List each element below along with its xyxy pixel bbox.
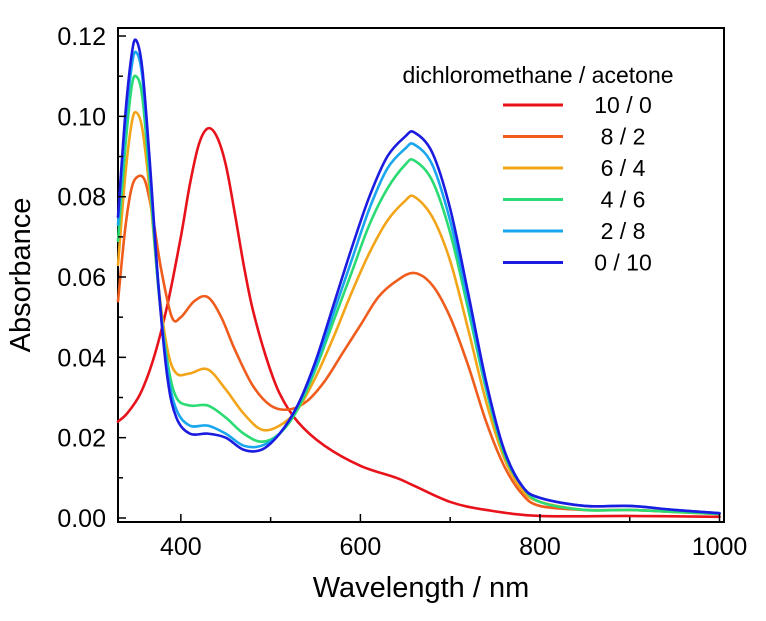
series-layer: [116, 38, 721, 519]
legend-label: 2 / 8: [601, 218, 646, 244]
series-line: [116, 126, 721, 519]
y-tick-label: 0.12: [57, 23, 106, 51]
legend: dichloromethane / acetone 10 / 0 8 / 2 6 /…: [402, 62, 673, 276]
x-tick-label: 1000: [692, 533, 748, 561]
series-line: [116, 38, 721, 515]
tick-layer: 400 600 800 1000 0.00 0.02 0.04 0.06 0.08 0.10 0.1…: [57, 23, 747, 561]
y-tick-label: 0.02: [57, 425, 106, 453]
series-line: [116, 50, 721, 515]
x-axis-title: Wavelength / nm: [313, 572, 530, 604]
y-tick-label: 0.06: [57, 264, 106, 292]
y-tick-label: 0.10: [57, 103, 106, 131]
x-tick-label: 800: [519, 533, 561, 561]
x-tick-label: 600: [340, 533, 382, 561]
y-axis-title: Absorbance: [5, 198, 37, 353]
legend-label: 4 / 6: [601, 187, 646, 213]
x-tick-label: 400: [160, 533, 202, 561]
legend-title: dichloromethane / acetone: [402, 62, 673, 88]
plot-frame: [117, 27, 725, 523]
legend-label: 6 / 4: [601, 155, 646, 181]
y-tick-label: 0.04: [57, 344, 106, 372]
legend-label: 10 / 0: [594, 92, 652, 118]
legend-label: 0 / 10: [594, 250, 652, 276]
y-tick-label: 0.08: [57, 184, 106, 212]
legend-label: 8 / 2: [601, 124, 646, 150]
y-tick-label: 0.00: [57, 505, 106, 533]
